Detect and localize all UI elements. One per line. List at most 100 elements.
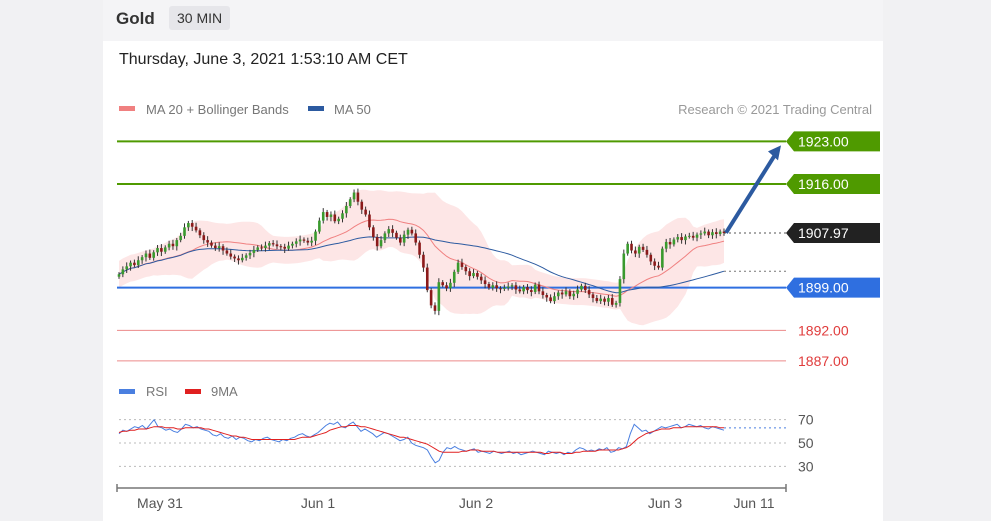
rsi-ma-legend-label: 9MA [211, 384, 238, 399]
candle-body [560, 292, 564, 295]
candle-body [383, 233, 387, 241]
forecast-arrow-shaft [724, 152, 778, 234]
rsi-axis-label: 50 [798, 435, 814, 451]
candle-body [718, 231, 722, 235]
candle-body [514, 285, 518, 290]
candle-body [163, 247, 167, 252]
current-price-tag [786, 222, 880, 243]
candle-body [375, 237, 379, 247]
forecast-arrow-head [768, 145, 781, 161]
candle-body [630, 243, 633, 251]
candle-body [264, 245, 267, 249]
candle-body [626, 243, 629, 254]
candle-body [206, 240, 209, 243]
candle-body [136, 260, 140, 266]
candle-body [649, 254, 653, 262]
candle-body [530, 290, 533, 292]
candle-body [156, 248, 159, 253]
candle-body [360, 201, 364, 210]
candle-body [152, 252, 155, 258]
candle-body [306, 240, 310, 243]
candle-body [607, 298, 610, 302]
instrument-title: Gold [116, 9, 155, 28]
candle-body [506, 286, 510, 288]
candle-body [695, 234, 699, 238]
candle-body [252, 249, 256, 253]
x-axis: May 31 Jun 1 Jun 2 Jun 3 Jun 11 [116, 484, 787, 511]
candle-body [468, 271, 471, 277]
candle-body [691, 235, 695, 238]
candle-body [140, 257, 144, 261]
candle-body [410, 229, 414, 234]
candle-body [287, 245, 290, 249]
candle-body [279, 246, 283, 248]
candle-body [425, 267, 429, 291]
candle-body [676, 237, 680, 240]
candle-body [267, 243, 271, 246]
candle-body [302, 239, 306, 241]
candle-body [171, 243, 175, 247]
candle-body [441, 282, 444, 286]
rsi-ma-legend-swatch [185, 389, 201, 394]
candle-body [364, 209, 367, 215]
candle-body [464, 266, 468, 272]
rsi-legend-label: RSI [146, 384, 168, 399]
candle-body [391, 229, 394, 233]
candle-body [175, 240, 179, 247]
lower-support-price-label: 1887.00 [798, 353, 849, 369]
candle-body [217, 246, 221, 249]
candle-body [229, 253, 233, 257]
support-price-label: 1899.00 [798, 280, 849, 296]
candle-body [241, 257, 244, 261]
candle-body [148, 253, 152, 258]
x-tick-label: Jun 11 [734, 495, 775, 511]
candle-body [580, 285, 583, 290]
candle-body [333, 214, 337, 222]
candle-body [587, 290, 591, 295]
candle-body [684, 236, 687, 241]
candle-body [402, 234, 406, 243]
candle-body [187, 223, 190, 228]
candle-body [487, 284, 491, 288]
candle-body [572, 293, 576, 297]
x-tick-label: Jun 3 [648, 495, 682, 511]
rsi-ma-line [118, 425, 724, 454]
candle-body [160, 248, 163, 252]
candle-body [125, 266, 129, 270]
candle-body [271, 243, 275, 245]
candle-body [310, 240, 313, 243]
candle-body [244, 255, 248, 258]
candle-body [491, 285, 495, 288]
candle-body [225, 250, 229, 254]
candle-body [622, 253, 626, 280]
resistance-price-label: 1923.00 [798, 133, 849, 149]
candle-body [221, 246, 225, 251]
candle-body [121, 269, 125, 275]
interval-badge[interactable]: 30 MIN [169, 6, 231, 30]
candle-body [634, 250, 637, 254]
candle-body [668, 241, 672, 245]
candle-body [641, 246, 645, 250]
ma50-legend-swatch [308, 106, 324, 111]
candle-body [614, 302, 618, 305]
candle-body [541, 291, 545, 295]
candle-body [618, 279, 622, 303]
candle-body [518, 289, 522, 292]
candle-body [183, 227, 186, 236]
candle-body [345, 205, 348, 214]
candle-body [680, 237, 683, 241]
candle-body [703, 231, 707, 234]
candle-body [495, 285, 498, 289]
candle-body [352, 192, 356, 200]
candle-body [707, 231, 710, 236]
header-bar: Gold 30 MIN [103, 0, 883, 41]
candle-body [714, 232, 718, 235]
rsi-panel: 70 50 30 [118, 412, 814, 474]
legend-rsi: RSI 9MA [119, 384, 238, 399]
candle-body [414, 233, 418, 243]
candle-body [645, 249, 649, 255]
bollinger-bands [119, 189, 724, 326]
candle-body [237, 258, 240, 261]
candle-body [483, 280, 487, 285]
